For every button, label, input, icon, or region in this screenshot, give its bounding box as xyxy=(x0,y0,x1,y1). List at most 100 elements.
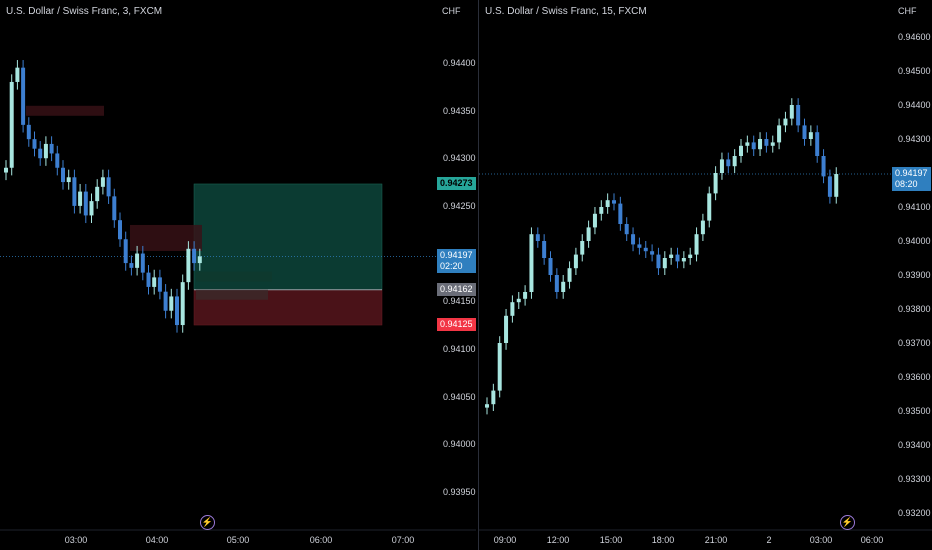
left-chart-plot[interactable] xyxy=(0,0,478,550)
right-lightning-icon[interactable]: ⚡ xyxy=(840,515,855,530)
left-price-tag-value: 0.94125 xyxy=(440,319,473,330)
right-candle-body xyxy=(529,234,534,292)
right-x-tick-label: 09:00 xyxy=(493,535,517,545)
left-candle-body xyxy=(4,167,8,173)
left-y-tick-label: 0.94150 xyxy=(443,296,476,307)
right-y-tick-label: 0.94400 xyxy=(898,100,931,110)
left-candle-body xyxy=(49,143,54,154)
right-candle-body xyxy=(681,258,686,262)
left-candle-body xyxy=(32,139,37,149)
left-candle-body xyxy=(163,291,168,311)
left-candle-body xyxy=(169,296,174,311)
left-x-tick-label: 06:00 xyxy=(309,535,333,545)
right-x-tick-label: 2 xyxy=(766,535,772,545)
left-price-tag-value: 0.94273 xyxy=(440,177,473,188)
pane-divider[interactable] xyxy=(478,0,479,550)
right-candle-body xyxy=(554,275,559,292)
left-y-tick-label: 0.93950 xyxy=(443,486,476,497)
right-y-tick-label: 0.93200 xyxy=(898,508,931,518)
right-candle-body xyxy=(669,254,674,258)
right-chart-plot[interactable] xyxy=(479,0,932,550)
left-candle-body xyxy=(26,124,31,140)
right-y-tick-label: 0.93500 xyxy=(898,406,931,416)
right-candle-body xyxy=(561,281,566,292)
left-candle-body xyxy=(95,186,100,202)
right-x-tick-label: 15:00 xyxy=(599,535,623,545)
left-candle-body xyxy=(38,148,43,159)
left-x-tick-label: 03:00 xyxy=(64,535,88,545)
left-currency-label: CHF xyxy=(442,6,461,16)
right-candle-body xyxy=(631,234,636,245)
right-candle-body xyxy=(567,268,572,282)
right-candle-body xyxy=(808,132,813,139)
right-candle-body xyxy=(542,241,547,258)
right-candle-body xyxy=(592,213,597,228)
demand-zone-box xyxy=(196,271,272,282)
left-y-tick-label: 0.94400 xyxy=(443,57,476,68)
right-y-tick-label: 0.94100 xyxy=(898,202,931,212)
right-candle-body xyxy=(510,302,515,316)
left-y-tick-label: 0.94350 xyxy=(443,105,476,116)
right-candle-body xyxy=(713,173,718,194)
left-lightning-icon[interactable]: ⚡ xyxy=(200,515,215,530)
right-candle-body xyxy=(662,258,667,269)
right-candle-body xyxy=(523,292,528,299)
right-candle-body xyxy=(821,156,826,177)
left-candle-body xyxy=(78,191,83,206)
left-candle-body xyxy=(118,220,122,240)
gray-zone-box xyxy=(196,289,268,300)
left-x-tick-label: 05:00 xyxy=(226,535,250,545)
left-candle-body xyxy=(152,277,157,287)
right-candle-body xyxy=(535,234,540,241)
left-y-tick-label: 0.94250 xyxy=(443,200,476,211)
right-candle-body xyxy=(485,404,489,408)
left-candle-body xyxy=(83,191,88,216)
right-candle-body xyxy=(732,156,737,167)
right-y-tick-label: 0.93700 xyxy=(898,338,931,348)
left-price-tag-value: 0.94162 xyxy=(440,283,473,294)
right-candle-body xyxy=(688,254,693,258)
left-candle-body xyxy=(21,67,26,125)
right-price-tag-blue: 0.94197 08:20 xyxy=(892,167,931,192)
left-x-tick-label: 07:00 xyxy=(391,535,415,545)
left-price-tag-grey: 0.94162 xyxy=(437,282,476,296)
right-x-tick-label: 03:00 xyxy=(809,535,833,545)
right-candle-body xyxy=(783,118,788,126)
right-candle-body xyxy=(516,298,521,303)
right-candle-body xyxy=(777,125,782,143)
right-candle-body xyxy=(637,244,642,248)
right-y-tick-label: 0.94500 xyxy=(898,66,931,76)
right-candle-body xyxy=(751,142,756,150)
left-candle-body xyxy=(15,67,20,82)
left-chart-pane[interactable]: U.S. Dollar / Swiss Franc, 3, FXCM CHF 0… xyxy=(0,0,478,550)
left-candle-body xyxy=(55,153,60,168)
supply-zone-box xyxy=(130,224,202,251)
right-candle-body xyxy=(834,174,839,197)
right-candle-body xyxy=(726,159,731,167)
left-candle-body xyxy=(175,296,179,326)
right-y-tick-label: 0.93900 xyxy=(898,270,931,280)
right-candle-body xyxy=(618,203,623,224)
left-price-tag-red: 0.94125 xyxy=(437,318,476,332)
right-candle-body xyxy=(739,145,743,156)
left-candle-body xyxy=(135,253,140,268)
right-chart-pane[interactable]: U.S. Dollar / Swiss Franc, 15, FXCM CHF … xyxy=(479,0,932,550)
left-candle-body xyxy=(100,177,105,187)
left-candle-body xyxy=(186,248,191,283)
right-candle-body xyxy=(573,254,578,269)
right-candle-body xyxy=(504,315,509,343)
left-candle-body xyxy=(43,143,48,159)
right-y-tick-label: 0.93600 xyxy=(898,372,931,382)
right-candle-body xyxy=(650,251,655,255)
left-x-tick-label: 04:00 xyxy=(145,535,169,545)
right-y-tick-label: 0.94000 xyxy=(898,236,931,246)
right-candle-body xyxy=(789,105,794,119)
left-candle-body xyxy=(129,263,134,268)
right-candle-body xyxy=(580,241,585,255)
right-candle-body xyxy=(491,390,496,405)
right-candle-body xyxy=(612,200,616,204)
right-y-tick-label: 0.93300 xyxy=(898,474,931,484)
right-y-tick-label: 0.93800 xyxy=(898,304,931,314)
right-currency-label: CHF xyxy=(898,6,917,16)
right-candle-body xyxy=(802,125,807,139)
